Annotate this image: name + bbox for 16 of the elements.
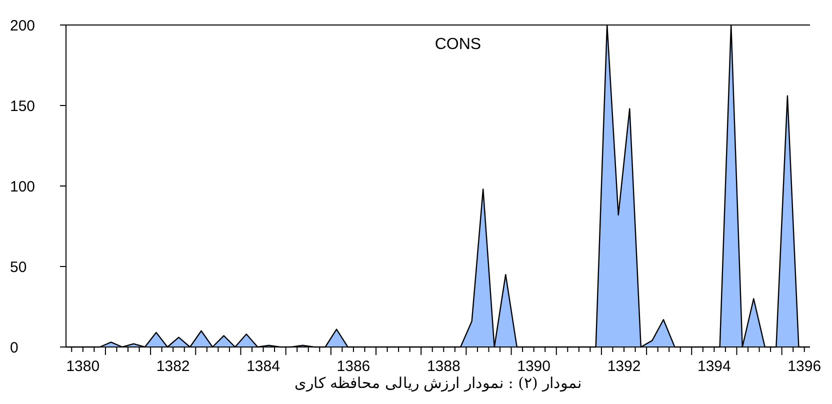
x-tick-label: 1382 (156, 358, 190, 375)
text: نمودار (۲) : نمودار ارزش ریالی محافظه کاری (294, 374, 582, 392)
y-tick-label: 50 (10, 258, 27, 276)
x-tick-label: 1392 (607, 358, 641, 375)
x-tick-label: 1390 (517, 358, 551, 375)
x-tick-label: 1388 (426, 358, 460, 375)
y-tick-label: 150 (10, 98, 36, 115)
x-tick-label: 1380 (66, 358, 100, 375)
y-tick-label: 100 (10, 178, 36, 196)
y-tick-label: 0 (10, 339, 18, 356)
x-tick-label: 1384 (246, 358, 280, 375)
x-tick-label: 1396 (788, 358, 822, 375)
x-tick-label: 1386 (336, 358, 370, 375)
text: CONS (434, 36, 482, 53)
y-tick-label: 200 (10, 17, 36, 34)
x-tick-label: 1394 (697, 358, 731, 375)
